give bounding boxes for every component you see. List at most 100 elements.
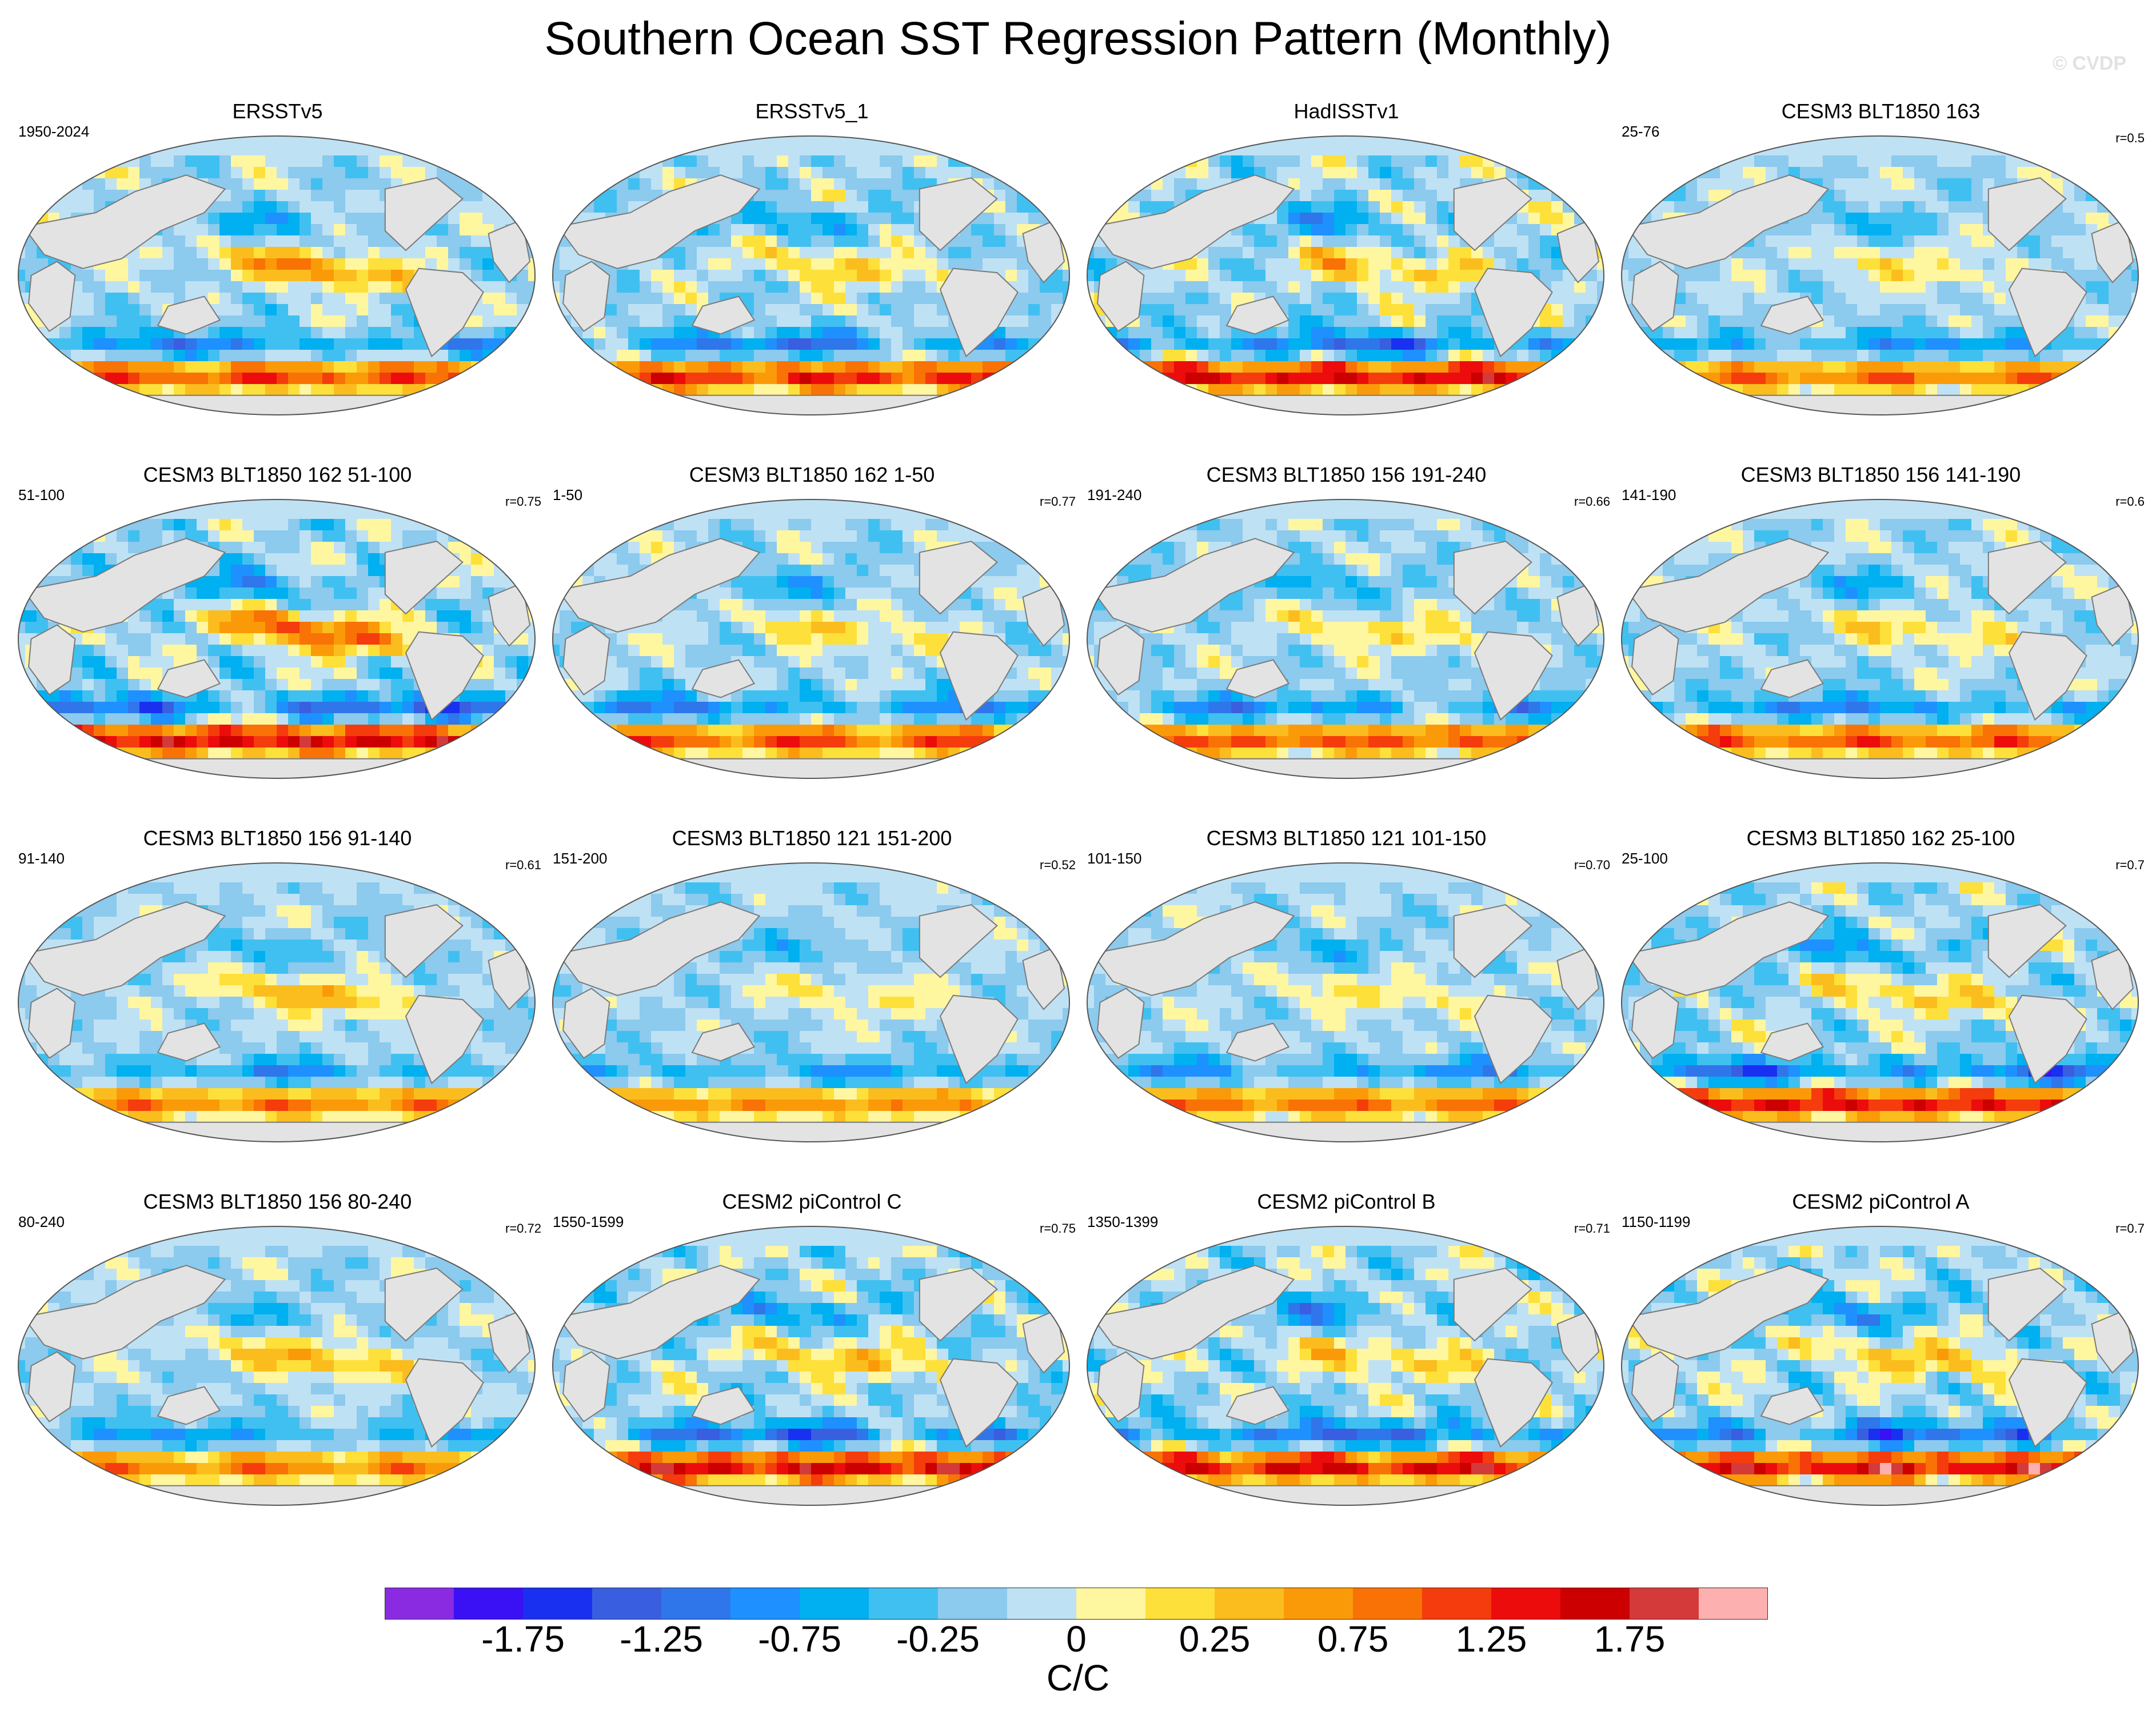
map-panel: CESM2 piControl B 1350-1399 r=0.71 [1077,1189,1616,1543]
panel-period-label: 1150-1199 [1622,1213,1691,1230]
colorbar-tick-label: 0 [1066,1618,1087,1660]
colorbar-swatch [869,1588,939,1620]
map-outline [18,499,536,779]
land-mass [22,1265,226,1360]
colorbar-swatch [385,1588,454,1620]
map-outline [18,135,536,415]
map-11 [1621,862,2139,1142]
map-panel: HadISSTv1 [1077,98,1616,453]
land-mass [562,624,610,695]
map-panel: CESM2 piControl C 1550-1599 r=0.75 [542,1189,1081,1543]
panel-correlation-label: r=0.7 [2115,858,2145,872]
colorbar-swatch [800,1588,869,1620]
panel-correlation-label: r=0.70 [1574,858,1610,872]
colorbar-swatch [454,1588,524,1620]
land-mass [157,659,221,698]
map-2 [1087,135,1604,415]
land-mass [1087,1485,1604,1505]
land-mass [384,1268,464,1342]
panel-period-label: 51-100 [18,486,65,503]
panel-period-label: 1350-1399 [1087,1213,1159,1230]
colorbar-swatch [938,1588,1008,1620]
colorbar-tick-label: -0.75 [758,1618,841,1660]
land-mass [405,631,484,721]
panel-period-label: 151-200 [553,850,608,867]
colorbar-swatch [1699,1588,1768,1620]
colorbar-tick-label: 1.75 [1594,1618,1666,1660]
colorbar-swatch [1076,1588,1146,1620]
land-mass [1091,901,1295,996]
land-mass [553,1485,1069,1505]
land-mass [557,174,761,269]
land-mass [1626,1265,1830,1360]
watermark: © CVDP [2053,53,2126,74]
colorbar-tick-label: 0.25 [1179,1618,1251,1660]
map-panel: CESM2 piControl A 1150-1199 r=0.7 [1611,1189,2150,1543]
colorbar-tick-label: -0.25 [896,1618,980,1660]
land-mass [939,267,1019,358]
land-mass [384,904,464,978]
land-mass [2008,1358,2087,1448]
map-panel: CESM3 BLT1850 121 101-150 101-150 r=0.70 [1077,825,1616,1180]
panel-period-label: 91-140 [18,850,65,867]
land-mass [22,901,226,996]
land-mass [157,1386,221,1425]
map-4 [18,499,536,779]
map-outline [18,1226,536,1506]
panel-period-label: 1-50 [553,486,583,503]
colorbar-tick-label: 1.25 [1455,1618,1527,1660]
map-8 [18,862,536,1142]
land-mass [22,174,226,269]
figure-title: Southern Ocean SST Regression Pattern (M… [544,13,1612,65]
map-panel: CESM3 BLT1850 163 25-76 r=0.5 [1611,98,2150,453]
land-mass [1760,1386,1824,1425]
panel-title: CESM3 BLT1850 156 80-240 [143,1190,412,1213]
colorbar-swatch [1353,1588,1423,1620]
land-mass [1474,267,1553,358]
land-mass [384,177,464,251]
land-mass [1626,174,1830,269]
map-panel: CESM3 BLT1850 156 141-190 141-190 r=0.6 [1611,462,2150,816]
land-mass [1097,988,1145,1059]
map-15 [1621,1226,2139,1506]
colorbar-units: C/C [1046,1657,1110,1698]
panel-correlation-label: r=0.71 [1574,1221,1610,1236]
land-mass [1622,394,2138,415]
land-mass [18,1121,535,1142]
land-mass [919,904,998,978]
land-mass [562,1351,610,1422]
land-mass [22,538,226,633]
land-mass [553,1121,1069,1142]
map-outline [1621,1226,2139,1506]
panel-title: CESM3 BLT1850 162 51-100 [143,463,412,486]
land-mass [2008,631,2087,721]
land-mass [28,624,76,695]
panel-title: CESM3 BLT1850 121 101-150 [1206,826,1487,850]
land-mass [1631,624,1679,695]
land-mass [1225,1386,1290,1425]
colorbar-swatch [1491,1588,1561,1620]
land-mass [1622,1485,2138,1505]
panel-correlation-label: r=0.77 [1040,494,1076,509]
colorbar-swatch [523,1588,593,1620]
map-outline [1621,862,2139,1142]
panel-title: CESM3 BLT1850 156 191-240 [1206,463,1487,486]
map-outline [1087,862,1604,1142]
land-mass [1225,659,1290,698]
land-mass [1474,994,1553,1085]
land-mass [1091,174,1295,269]
land-mass [562,988,610,1059]
land-mass [18,1485,535,1505]
map-outline [1087,499,1604,779]
map-13 [552,1226,1070,1506]
colorbar-tick-label: -1.75 [481,1618,565,1660]
land-mass [1087,394,1604,415]
land-mass [1474,1358,1553,1448]
map-panel: CESM3 BLT1850 162 1-50 1-50 r=0.77 [542,462,1081,816]
map-panel: CESM3 BLT1850 156 80-240 80-240 r=0.72 [8,1189,547,1543]
land-mass [557,1265,761,1360]
panel-correlation-label: r=0.61 [505,858,541,872]
land-mass [405,1358,484,1448]
land-mass [405,267,484,358]
